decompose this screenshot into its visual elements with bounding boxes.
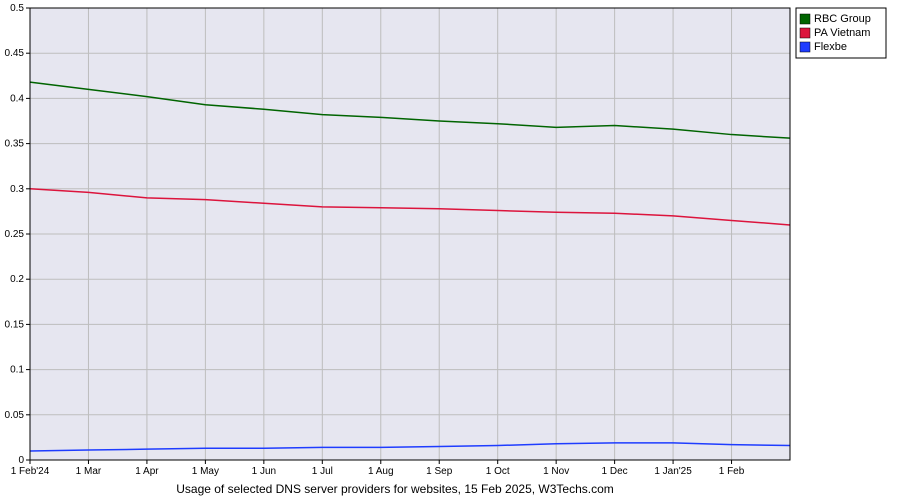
svg-text:1 Aug: 1 Aug — [368, 466, 394, 477]
svg-text:1 Jun: 1 Jun — [252, 466, 276, 477]
svg-text:0.05: 0.05 — [5, 410, 25, 421]
chart-caption: Usage of selected DNS server providers f… — [0, 482, 790, 496]
svg-text:0.3: 0.3 — [10, 184, 24, 195]
svg-text:PA Vietnam: PA Vietnam — [814, 27, 870, 39]
svg-text:1 Oct: 1 Oct — [486, 466, 510, 477]
svg-text:0.25: 0.25 — [5, 229, 25, 240]
svg-text:RBC Group: RBC Group — [814, 13, 871, 25]
svg-text:0.5: 0.5 — [10, 3, 24, 14]
svg-text:1 May: 1 May — [192, 466, 219, 477]
svg-text:1 Nov: 1 Nov — [543, 466, 569, 477]
svg-text:0.4: 0.4 — [10, 93, 24, 104]
svg-text:0.15: 0.15 — [5, 319, 25, 330]
svg-text:1 Feb: 1 Feb — [719, 466, 745, 477]
svg-text:1 Sep: 1 Sep — [426, 466, 453, 477]
svg-text:Flexbe: Flexbe — [814, 41, 847, 53]
svg-text:0: 0 — [18, 455, 24, 466]
chart-container: 0 0.05 0.1 0.15 0.2 0.25 0.3 0.35 0.4 0.45 0.5 1 Fe… — [0, 0, 900, 500]
svg-text:1 Dec: 1 Dec — [602, 466, 628, 477]
svg-text:0.2: 0.2 — [10, 274, 24, 285]
svg-text:1 Feb'24: 1 Feb'24 — [11, 466, 50, 477]
svg-text:0.45: 0.45 — [5, 48, 25, 59]
svg-text:1 Jul: 1 Jul — [312, 466, 333, 477]
line-chart: 0 0.05 0.1 0.15 0.2 0.25 0.3 0.35 0.4 0.45 0.5 1 Fe… — [0, 0, 900, 500]
svg-text:0.35: 0.35 — [5, 139, 25, 150]
svg-text:1 Apr: 1 Apr — [135, 466, 159, 477]
svg-text:1 Jan'25: 1 Jan'25 — [654, 466, 692, 477]
svg-text:0.1: 0.1 — [10, 365, 24, 376]
svg-text:1 Mar: 1 Mar — [76, 466, 102, 477]
